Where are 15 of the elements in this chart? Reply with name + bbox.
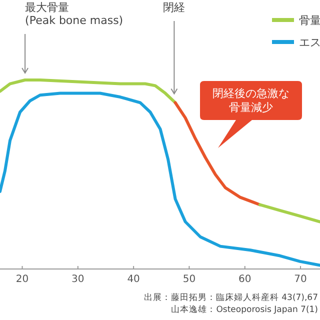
x-tick-label: 30 bbox=[72, 274, 84, 285]
annotation: 閉経 bbox=[163, 1, 186, 14]
x-tick-label: 50 bbox=[182, 274, 196, 285]
x-tick-label: 60 bbox=[238, 274, 252, 285]
annotation: 最大骨量 (Peak bone mass) bbox=[25, 1, 124, 27]
x-tick-label: 40 bbox=[127, 274, 140, 285]
annotation: 閉経後の急激な骨量減少 bbox=[212, 87, 290, 114]
annotation: 山本逸雄：Osteoporosis Japan 7(1) bbox=[171, 305, 318, 315]
annotation: 出展：藤田拓男：臨床婦人科産科 43(7),67 bbox=[144, 293, 318, 303]
x-tick-label: 70 bbox=[294, 274, 307, 285]
annotation: 最大骨量 (Peak bone mass) bbox=[22, 1, 124, 74]
x-tick-label: 20 bbox=[16, 274, 29, 285]
legend-label: エス bbox=[299, 36, 320, 49]
annotation: 閉経後の急激な骨量減少 bbox=[200, 81, 302, 148]
annotation: 閉経 bbox=[163, 1, 186, 95]
